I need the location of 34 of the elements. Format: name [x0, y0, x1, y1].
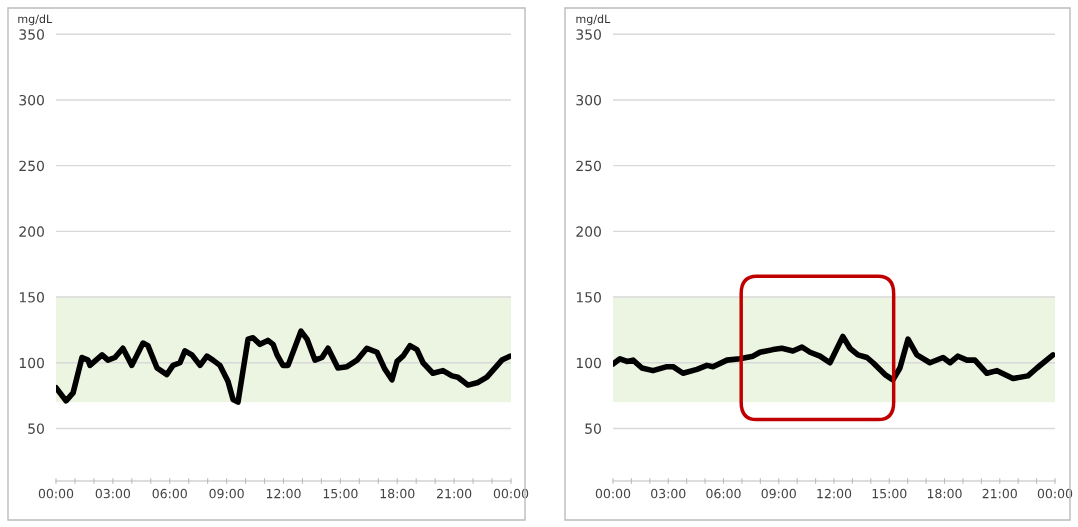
x-tick-label: 18:00: [380, 488, 415, 499]
y-tick-label: 350: [576, 29, 601, 40]
y-tick-label: 300: [19, 94, 44, 106]
x-tick-label: 06:00: [706, 488, 741, 499]
y-tick-label: 200: [19, 226, 44, 237]
x-tick-label: 03:00: [651, 488, 686, 499]
y-tick-label: 250: [19, 160, 44, 172]
y-tick-label: 50: [28, 423, 44, 434]
x-tick-label: 03:00: [95, 488, 131, 499]
x-tick-label: 21:00: [982, 488, 1017, 499]
x-tick-label: 00:00: [595, 488, 631, 499]
x-tick-label: 15:00: [323, 488, 358, 499]
y-tick-label: 100: [576, 357, 601, 369]
x-tick-label: 12:00: [266, 488, 301, 499]
x-tick-label: 09:00: [209, 488, 244, 499]
x-tick-label: 00:00: [38, 488, 74, 499]
x-tick-label: 00:00: [1037, 488, 1073, 499]
x-tick-label: 15:00: [872, 488, 907, 499]
y-tick-label: 150: [576, 292, 601, 303]
x-tick-label: 09:00: [761, 488, 796, 499]
x-tick-label: 00:00: [493, 488, 529, 499]
y-tick-label: 150: [19, 292, 44, 303]
x-tick-label: 18:00: [927, 488, 962, 499]
x-tick-label: 21:00: [437, 488, 472, 499]
y-tick-label: 200: [576, 226, 601, 237]
y-tick-label: 50: [585, 423, 601, 434]
y-axis-title: mg/dL: [18, 14, 53, 26]
y-tick-label: 300: [576, 94, 601, 106]
y-tick-label: 100: [19, 357, 44, 369]
y-tick-label: 250: [576, 160, 601, 172]
x-tick-label: 12:00: [817, 488, 852, 499]
y-axis-title: mg/dL: [576, 14, 611, 26]
x-tick-label: 06:00: [152, 488, 187, 499]
y-tick-label: 350: [19, 29, 44, 40]
